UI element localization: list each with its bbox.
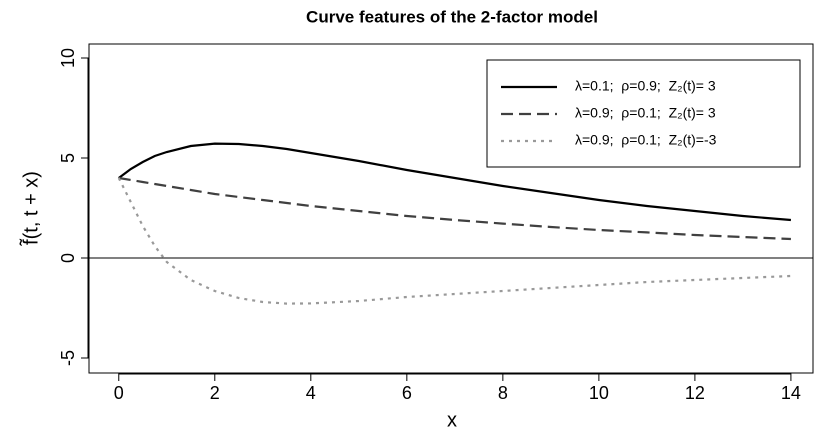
y-tick-label: 5 (58, 153, 78, 163)
plot-box (88, 43, 814, 374)
legend-label: λ=0.9; ρ=0.1; Z₂(t)= 3 (575, 105, 716, 121)
x-tick-label: 6 (402, 383, 412, 403)
series-line (118, 176, 791, 241)
y-tick-label: 0 (58, 253, 78, 263)
y-tick-label: 10 (58, 48, 78, 68)
x-tick-label: 4 (306, 383, 316, 403)
series-line (117, 177, 791, 305)
x-tick-label: 10 (589, 383, 609, 403)
x-tick-label: 14 (781, 383, 801, 403)
series-line (118, 142, 792, 222)
legend-label: λ=0.9; ρ=0.1; Z₂(t)=-3 (575, 132, 717, 148)
x-tick-label: 2 (210, 383, 220, 403)
legend-label: λ=0.1; ρ=0.9; Z₂(t)= 3 (575, 78, 716, 94)
y-tick-label: -5 (58, 350, 78, 366)
x-tick-label: 0 (114, 383, 124, 403)
x-tick-label: 8 (498, 383, 508, 403)
chart-title: Curve features of the 2-factor model (306, 7, 598, 26)
y-axis-label: f̃(t, t + x) (19, 171, 42, 246)
x-tick-label: 12 (685, 383, 705, 403)
x-axis-label: x (447, 409, 457, 431)
